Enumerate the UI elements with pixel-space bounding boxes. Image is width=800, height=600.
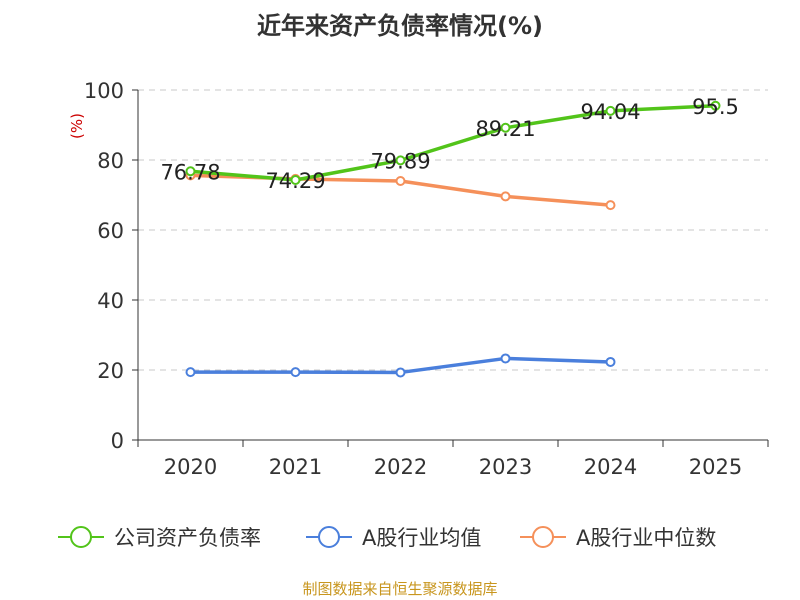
legend-label: A股行业中位数 [576,526,716,550]
data-label: 94.04 [580,100,640,124]
legend-marker [318,526,340,548]
data-label: 95.5 [692,95,739,119]
data-point [395,367,406,378]
data-point [605,356,616,367]
legend-label: A股行业均值 [362,526,481,550]
data-point [290,367,301,378]
data-label: 74.29 [265,169,325,193]
data-source-note: 制图数据来自恒生聚源数据库 [302,580,498,598]
chart-title: 近年来资产负债率情况(%) [257,12,543,40]
x-tick-label: 2022 [374,455,427,479]
x-tick-label: 2021 [269,455,322,479]
x-tick-label: 2024 [584,455,637,479]
data-point [710,100,721,111]
data-point [185,367,196,378]
data-label: 89.21 [475,117,535,141]
data-point [395,176,406,186]
data-label: 76.78 [160,160,220,184]
data-point [605,105,616,116]
data-point [185,166,196,177]
x-tick-label: 2025 [689,455,742,479]
y-tick-label: 100 [84,79,124,103]
y-tick-label: 0 [111,429,124,453]
data-point [500,353,511,364]
legend-marker [70,526,92,548]
x-tick-label: 2023 [479,455,532,479]
legend-marker [532,526,554,548]
y-tick-label: 40 [97,289,124,313]
y-tick-label: 80 [97,149,124,173]
legend-label: 公司资产负债率 [114,526,261,550]
data-label: 79.89 [370,149,430,173]
data-point [500,191,511,202]
x-tick-label: 2020 [164,455,217,479]
y-axis-label: (%) [68,113,86,139]
y-tick-label: 20 [97,359,124,383]
data-point [290,174,301,185]
data-point [500,122,511,133]
y-tick-label: 60 [97,219,124,243]
data-point [605,200,616,211]
series-line [190,104,716,182]
data-point [395,155,406,166]
